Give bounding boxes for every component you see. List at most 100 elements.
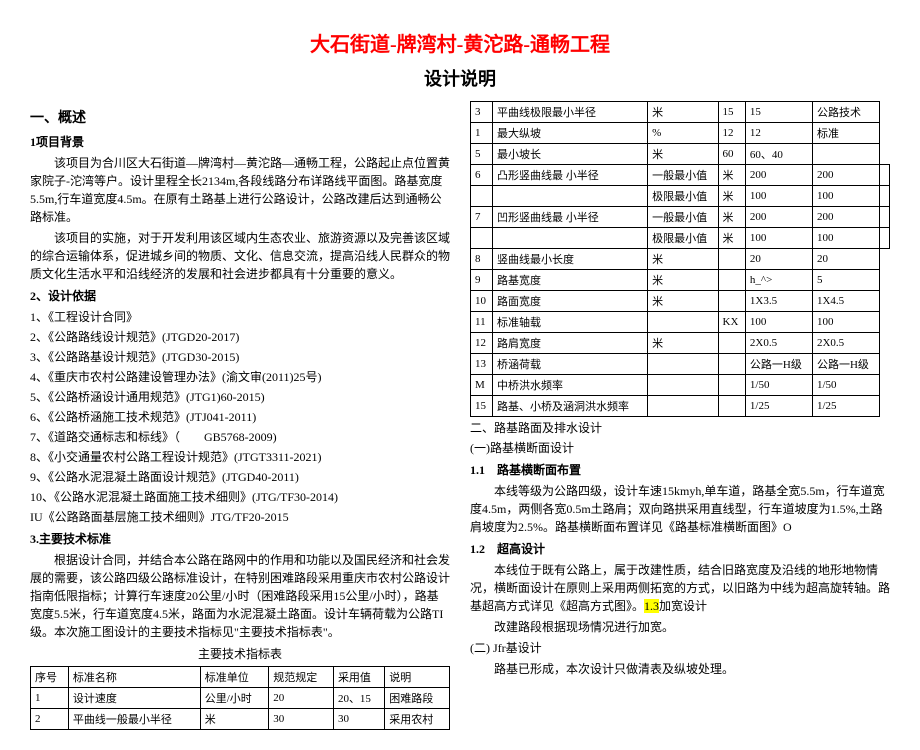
table-cell: 中桥洪水频率 bbox=[493, 375, 648, 396]
table-cell: 米 bbox=[648, 333, 718, 354]
table-cell: 米 bbox=[648, 102, 718, 123]
table-cell bbox=[648, 354, 718, 375]
table-cell: 公路一H级 bbox=[745, 354, 812, 375]
table-tech-indicators: 序号标准名称标准单位规范规定采用值说明 1设计速度公里/小时2020、15困难路… bbox=[30, 666, 450, 730]
table-cell: 20 bbox=[745, 249, 812, 270]
table-cell: 100 bbox=[812, 228, 879, 249]
text-widen: 加宽设计 bbox=[659, 599, 707, 613]
table-cell bbox=[493, 186, 648, 207]
basis-item: 9、《公路水泥混凝土路面设计规范》(JTGD40-2011) bbox=[30, 468, 450, 486]
table-cell: 3 bbox=[471, 102, 493, 123]
table-cell: 30 bbox=[269, 709, 334, 730]
table-cell bbox=[471, 228, 493, 249]
table-cell: 路面宽度 bbox=[493, 291, 648, 312]
table-cell: 1X4.5 bbox=[812, 291, 879, 312]
table-cell: 极限最小值 bbox=[648, 186, 718, 207]
table-cell: 9 bbox=[471, 270, 493, 291]
table-row: 10路面宽度米1X3.51X4.5 bbox=[471, 291, 890, 312]
table-cell: 2X0.5 bbox=[745, 333, 812, 354]
heading-1-1: 1.1 路基横断面布置 bbox=[470, 461, 890, 478]
table-cell: 平曲线极限最小半径 bbox=[493, 102, 648, 123]
table-cell: 路基宽度 bbox=[493, 270, 648, 291]
table-cell: 米 bbox=[648, 291, 718, 312]
table-cell bbox=[718, 354, 745, 375]
table-row: 8竖曲线最小长度米2020 bbox=[471, 249, 890, 270]
table-cell bbox=[880, 165, 890, 186]
table-cell: 15 bbox=[745, 102, 812, 123]
table-row: 13桥涵荷载公路一H级公路一H级 bbox=[471, 354, 890, 375]
table-cell: 一般最小值 bbox=[648, 165, 718, 186]
table-cell: h_^> bbox=[745, 270, 812, 291]
table-cell: 公路技术 bbox=[812, 102, 879, 123]
basis-item: 7、《道路交通标志和标线》（ GB5768-2009) bbox=[30, 428, 450, 446]
table-cell: 最小坡长 bbox=[493, 144, 648, 165]
table-cell bbox=[471, 186, 493, 207]
table-cell: 路肩宽度 bbox=[493, 333, 648, 354]
table-cell: 7 bbox=[471, 207, 493, 228]
table-cell: M bbox=[471, 375, 493, 396]
basis-item: 4、《重庆市农村公路建设管理办法》(渝文审(2011)25号) bbox=[30, 368, 450, 386]
table-cell: 桥涵荷载 bbox=[493, 354, 648, 375]
table-header-cell: 标准单位 bbox=[200, 667, 268, 688]
paragraph-superelevation: 本线位于既有公路上，属于改建性质，结合旧路宽度及沿线的地形地物情况，横断面设计在… bbox=[470, 561, 890, 615]
table-cell: 米 bbox=[718, 186, 745, 207]
table-cell: 1/25 bbox=[812, 396, 879, 417]
table-header-cell: 标准名称 bbox=[68, 667, 200, 688]
paragraph-cross-section: 本线等级为公路四级，设计车速15kmyh,单车道，路基全宽5.5m，行车道宽度4… bbox=[470, 482, 890, 536]
table-cell: 12 bbox=[718, 123, 745, 144]
heading-1-2: 1.2 超高设计 bbox=[470, 540, 890, 557]
table-cell: 标准 bbox=[812, 123, 879, 144]
heading-basis: 2、设计依据 bbox=[30, 287, 450, 304]
table-cell: 困难路段 bbox=[385, 688, 450, 709]
table-cell: 竖曲线最小长度 bbox=[493, 249, 648, 270]
table-cell: 5 bbox=[471, 144, 493, 165]
paragraph-widen: 改建路段根据现场情况进行加宽。 bbox=[470, 618, 890, 636]
table-cell: 标准轴载 bbox=[493, 312, 648, 333]
table-row: 1最大纵坡%1212标准 bbox=[471, 123, 890, 144]
table-header-cell: 说明 bbox=[385, 667, 450, 688]
table-cell bbox=[648, 375, 718, 396]
table1-caption: 主要技术指标表 bbox=[30, 645, 450, 662]
table-cell: 100 bbox=[745, 186, 812, 207]
table-cell bbox=[812, 144, 879, 165]
table-cell: 11 bbox=[471, 312, 493, 333]
heading-background: 1项目背景 bbox=[30, 133, 450, 150]
table-row: 12路肩宽度米 2X0.52X0.5 bbox=[471, 333, 890, 354]
table-cell: 200 bbox=[812, 165, 879, 186]
table-cell: 米 bbox=[648, 144, 718, 165]
table-cell bbox=[493, 228, 648, 249]
table-cell: 路基、小桥及涵洞洪水频率 bbox=[493, 396, 648, 417]
table-cell: 2X0.5 bbox=[812, 333, 879, 354]
table-cell: 米 bbox=[648, 270, 718, 291]
basis-list: 1、《工程设计合同》2、《公路路线设计规范》(JTGD20-2017)3、《公路… bbox=[30, 308, 450, 526]
heading-sec2-1: (一)路基横断面设计 bbox=[470, 439, 890, 457]
table-cell: 20 bbox=[812, 249, 879, 270]
table-cell: 1 bbox=[471, 123, 493, 144]
table-cell bbox=[718, 291, 745, 312]
table-cell: 1/50 bbox=[745, 375, 812, 396]
table-cell: 5 bbox=[812, 270, 879, 291]
table-cell: 最大纵坡 bbox=[493, 123, 648, 144]
table-cell: 100 bbox=[812, 186, 879, 207]
heading-sec2-2: (二) Jfr基设计 bbox=[470, 639, 890, 657]
table-cell: 凹形竖曲线最 小半径 bbox=[493, 207, 648, 228]
paragraph-bg2: 该项目的实施，对于开发利用该区域内生态农业、旅游资源以及完善该区域的综合运输体系… bbox=[30, 229, 450, 283]
table-header-cell: 采用值 bbox=[333, 667, 384, 688]
table-row: 极限最小值米100100 bbox=[471, 186, 890, 207]
table-row: 极限最小值米100100 bbox=[471, 228, 890, 249]
table-tech-continued: 3平曲线极限最小半径米1515公路技术1最大纵坡%1212标准5最小坡长米606… bbox=[470, 101, 890, 417]
table-cell: 8 bbox=[471, 249, 493, 270]
table-cell: 100 bbox=[745, 312, 812, 333]
table-cell: 6 bbox=[471, 165, 493, 186]
basis-item: 8、《小交通量农村公路工程设计规范》(JTGT3311-2021) bbox=[30, 448, 450, 466]
table-cell: 一般最小值 bbox=[648, 207, 718, 228]
table-cell: 12 bbox=[471, 333, 493, 354]
table-row: 6凸形竖曲线最 小半径一般最小值米200200 bbox=[471, 165, 890, 186]
paragraph-jfr: 路基已形成，本次设计只做清表及纵坡处理。 bbox=[470, 660, 890, 678]
paragraph-bg1: 该项目为合川区大石街道—牌湾村—黄沱路—通畅工程，公路起止点位置黄家院子-沱湾等… bbox=[30, 154, 450, 226]
table-cell: 平曲线一般最小半径 bbox=[68, 709, 200, 730]
table-cell: 设计速度 bbox=[68, 688, 200, 709]
table-row: M中桥洪水频率1/501/50 bbox=[471, 375, 890, 396]
table-cell: 60 bbox=[718, 144, 745, 165]
paragraph-tech: 根据设计合同，并结合本公路在路网中的作用和功能以及国民经济和社会发展的需要，该公… bbox=[30, 551, 450, 641]
